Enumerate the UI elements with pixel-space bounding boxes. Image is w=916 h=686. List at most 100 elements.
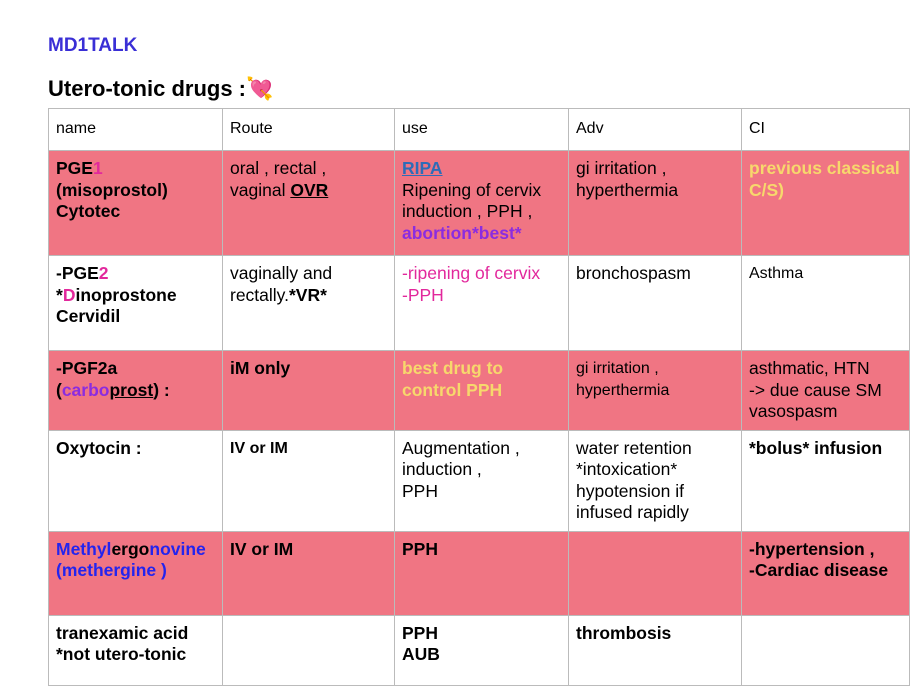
col-header: Route — [222, 108, 395, 151]
text-run: best drug to control PPH — [402, 358, 504, 400]
col-header: use — [394, 108, 569, 151]
cell: IV or IM — [222, 530, 395, 616]
text-run: -ripening of cervix — [402, 263, 541, 283]
text-run: Ripening of cervix induction , PPH , — [402, 179, 542, 222]
text-run: carbo — [61, 379, 110, 400]
text-run: prost — [109, 379, 154, 400]
text-run: IV or IM — [230, 439, 288, 457]
text-run: ( — [56, 379, 62, 400]
title: Utero-tonic drugs :💘 — [48, 76, 273, 102]
text-run: D — [62, 284, 76, 305]
drug-table: name Route use Adv CI PGE1 (misoprostol) C… — [48, 108, 910, 686]
cell: PPH — [394, 530, 569, 616]
text-run: Asthma — [749, 265, 804, 282]
text-run: -PGE — [56, 263, 99, 283]
cell: previous classical C/S) — [741, 150, 910, 256]
text-run: water retention — [576, 437, 692, 458]
text-run: bronchospasm — [576, 263, 691, 283]
cell — [222, 614, 395, 686]
cell: best drug to control PPH — [394, 350, 569, 431]
cell: Oxytocin : — [48, 429, 223, 532]
text-run: IV or IM — [230, 538, 294, 559]
text-run: *VR* — [289, 284, 327, 305]
cell: Asthma — [741, 255, 910, 351]
row: PGE1 (misoprostol) Cytotec oral , rectal ,… — [48, 150, 910, 256]
text-run: AUB — [402, 644, 440, 664]
cell: gi irritation , hyperthermia — [568, 150, 742, 256]
cell: IV or IM — [222, 429, 395, 532]
text-run: *not utero-tonic — [56, 644, 187, 664]
text-run: iM only — [230, 358, 291, 378]
text-run: gi irritation , hyperthermia — [576, 158, 679, 200]
text-run: oral , rectal , — [230, 158, 327, 178]
text-run: -Cardiac disease — [749, 560, 889, 580]
cell: PPH AUB — [394, 614, 569, 686]
brand: MD1TALK — [48, 35, 138, 56]
title-text: Utero-tonic drugs : — [48, 76, 246, 101]
cell: gi irritation , hyperthermia — [568, 350, 742, 431]
row: -PGE2 *Dinoprostone Cervidil vaginally and… — [48, 255, 910, 351]
row: tranexamic acid *not utero-tonic PPH AUB t… — [48, 614, 910, 686]
text-run: ) : — [153, 379, 170, 400]
cell: RIPA Ripening of cervix induction , PPH ,… — [394, 150, 569, 256]
text-run: tranexamic acid — [56, 622, 189, 643]
text-run: *intoxication* — [576, 459, 678, 479]
cell: bronchospasm — [568, 255, 742, 351]
cell: water retention *intoxication* hypotension… — [568, 429, 742, 532]
cell: thrombosis — [568, 614, 742, 686]
cell: Methylergonovine (methergine ) — [48, 530, 223, 616]
text-run: -hypertension , — [749, 538, 875, 559]
text-run: ergo — [111, 538, 150, 559]
text-run: Cervidil — [56, 306, 121, 326]
text-run: thrombosis — [576, 622, 672, 643]
text-run: inoprostone — [75, 284, 177, 305]
text-run: asthmatic, HTN — [749, 358, 870, 378]
cell: tranexamic acid *not utero-tonic — [48, 614, 223, 686]
page: MD1TALK Utero-tonic drugs :💘 name Route … — [48, 35, 910, 686]
text-run: Methyl — [56, 538, 112, 559]
text-run: (methergine ) — [56, 560, 167, 580]
cell: -PGE2 *Dinoprostone Cervidil — [48, 255, 223, 351]
text-run: -> due cause SM vasospasm — [749, 379, 882, 422]
row: -PGF2a (carboprost) : iM only best drug t… — [48, 350, 910, 431]
header-row: name Route use Adv CI — [48, 108, 910, 151]
text-run: RIPA — [402, 158, 443, 178]
text-run: Cytotec — [56, 201, 121, 221]
cell — [568, 530, 742, 616]
cell: -PGF2a (carboprost) : — [48, 350, 223, 431]
text-run: PGE — [56, 158, 93, 178]
text-run: vaginal — [230, 179, 291, 200]
col-header: Adv — [568, 108, 742, 151]
cell — [741, 614, 910, 686]
cell: iM only — [222, 350, 395, 431]
text-run: Oxytocin : — [56, 437, 142, 458]
text-run: Augmentation , induction , — [402, 437, 520, 480]
text-run: vaginally and rectally. — [230, 263, 333, 305]
text-run: OVR — [290, 179, 329, 200]
col-header: CI — [741, 108, 910, 151]
cell: -ripening of cervix -PPH — [394, 255, 569, 351]
row: Methylergonovine (methergine ) IV or IM P… — [48, 530, 910, 616]
text-run: 1 — [92, 158, 103, 178]
cell: *bolus* infusion — [741, 429, 910, 532]
cell: -hypertension , -Cardiac disease — [741, 530, 910, 616]
text-run: PPH — [402, 622, 438, 643]
text-run: * — [56, 284, 63, 305]
text-run: *bolus* infusion — [749, 437, 883, 458]
text-run: abortion*best* — [402, 222, 522, 243]
text-run: -PPH — [402, 284, 444, 305]
text-run: hypotension if infused rapidly — [576, 480, 689, 523]
cell: oral , rectal , vaginal OVR — [222, 150, 395, 256]
text-run: previous classical C/S) — [749, 158, 900, 200]
icon: 💘 — [246, 76, 274, 101]
cell: PGE1 (misoprostol) Cytotec — [48, 150, 223, 256]
text-run: (misoprostol) — [56, 179, 168, 200]
col-header: name — [48, 108, 223, 151]
text-run: gi irritation , hyperthermia — [576, 360, 670, 399]
cell: Augmentation , induction , PPH — [394, 429, 569, 532]
cell: vaginally and rectally.*VR* — [222, 255, 395, 351]
row: Oxytocin : IV or IM Augmentation , induc… — [48, 429, 910, 532]
text-run: PPH — [402, 538, 438, 559]
text-run: 2 — [98, 263, 109, 283]
cell: asthmatic, HTN -> due cause SM vasospasm — [741, 350, 910, 431]
